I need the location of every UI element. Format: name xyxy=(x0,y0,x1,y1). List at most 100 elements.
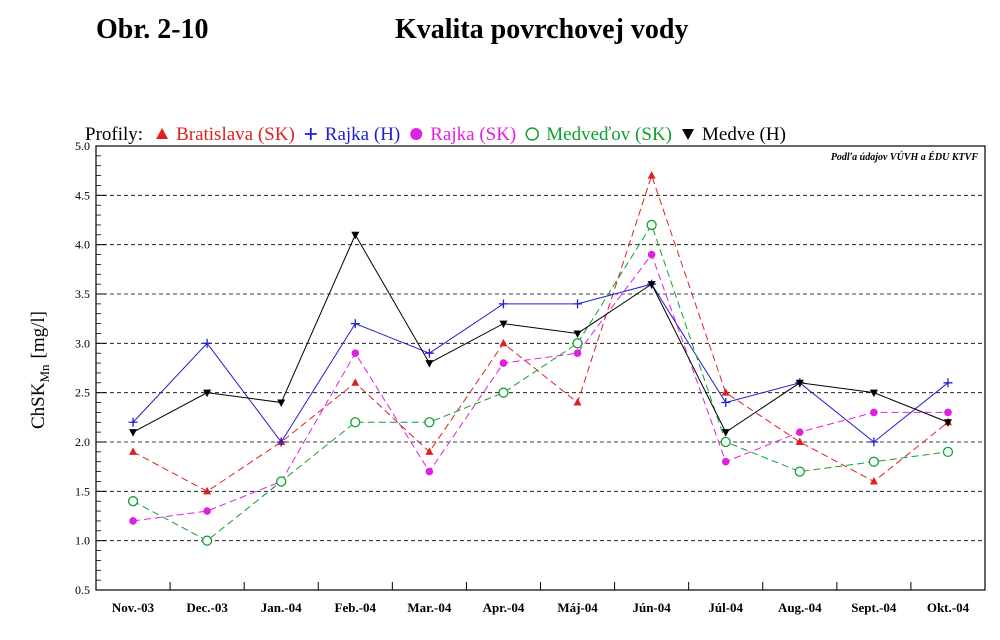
data-point xyxy=(868,456,880,467)
series-4 xyxy=(129,231,952,437)
data-point xyxy=(647,281,656,289)
data-point xyxy=(795,437,804,445)
y-tick-label: 5.0 xyxy=(75,139,90,153)
legend-entry: Rajka (SK) xyxy=(410,124,516,145)
x-tick-label: Nov.-03 xyxy=(112,600,155,615)
series-layer xyxy=(127,171,954,546)
data-point xyxy=(203,507,211,515)
legend-entry: Bratislava (SK) xyxy=(156,124,295,145)
data-point xyxy=(351,378,360,386)
y-tick-label: 4.5 xyxy=(75,188,90,202)
y-tick-label: 3.0 xyxy=(75,336,90,350)
x-tick-label: Jún-04 xyxy=(632,600,671,615)
x-tick-label: Sept.-04 xyxy=(851,600,897,615)
series-line xyxy=(132,233,949,433)
legend-entry: Rajka (H) xyxy=(304,124,400,145)
data-point xyxy=(276,437,286,447)
series-1 xyxy=(128,279,953,447)
series-line xyxy=(132,223,949,542)
x-tick-label: Apr.-04 xyxy=(483,600,525,615)
data-point xyxy=(425,360,434,368)
legend: Profily: Bratislava (SK) Rajka (H) Rajka (… xyxy=(85,124,786,145)
series-line xyxy=(132,283,949,443)
legend-marker xyxy=(304,128,317,140)
data-point xyxy=(202,338,212,348)
data-point xyxy=(424,348,434,358)
data-point xyxy=(425,467,434,476)
data-point xyxy=(942,446,954,458)
y-axis: 0.5 1.0 1.5 2.0 2.5 3.0 3.5 4.0 4.5 5.0 xyxy=(75,139,106,597)
x-tick-label: Júl-04 xyxy=(708,600,743,615)
data-point xyxy=(869,389,878,398)
data-point xyxy=(350,417,361,428)
data-point xyxy=(127,496,139,507)
data-point xyxy=(276,476,287,487)
y-tick-label: 2.5 xyxy=(75,386,90,400)
data-point xyxy=(277,399,286,408)
legend-marker xyxy=(682,129,695,140)
data-point xyxy=(425,447,434,455)
data-point xyxy=(201,535,213,546)
source-note: Podľa údajov VÚVH a ÉDU KTVF xyxy=(831,151,978,163)
data-point xyxy=(572,338,583,349)
data-point xyxy=(351,349,360,358)
legend-marker xyxy=(156,128,169,139)
data-point xyxy=(721,398,731,408)
x-tick-label: Jan.-04 xyxy=(261,600,302,615)
legend-marker xyxy=(410,128,423,140)
chart-title: Kvalita povrchovej vody xyxy=(395,14,689,45)
y-tick-label: 1.0 xyxy=(75,534,90,548)
data-point xyxy=(351,231,360,240)
x-tick-label: Feb.-04 xyxy=(335,600,377,615)
series-line xyxy=(132,174,949,492)
y-tick-label: 1.5 xyxy=(75,484,90,498)
x-tick-label: Okt.-04 xyxy=(927,600,970,615)
data-point xyxy=(498,299,508,309)
data-point xyxy=(721,429,730,437)
figure-label: Obr. 2-10 xyxy=(96,14,209,45)
x-tick-label: Mar.-04 xyxy=(407,600,451,615)
data-point xyxy=(869,437,879,447)
y-tick-label: 2.0 xyxy=(75,435,90,449)
legend-entry: Medveďov (SK) xyxy=(525,124,672,145)
y-axis-label-main: ChSK xyxy=(28,382,49,429)
data-point xyxy=(794,466,805,477)
data-point xyxy=(795,379,804,388)
data-point xyxy=(203,486,212,495)
data-point xyxy=(424,417,435,428)
grid-lines xyxy=(96,194,985,542)
data-point xyxy=(573,398,582,406)
y-tick-label: 3.5 xyxy=(75,287,90,301)
data-point xyxy=(720,436,731,448)
legend-label: Rajka (SK) xyxy=(430,124,516,145)
data-point xyxy=(869,476,878,485)
x-tick-label: Máj-04 xyxy=(557,600,598,615)
series-0 xyxy=(129,171,952,495)
x-axis: Nov.-03 Dec.-03 Jan.-04 Feb.-04 Mar.-04 Apr.-… xyxy=(95,582,986,615)
y-tick-label: 4.0 xyxy=(75,238,90,252)
data-point xyxy=(646,219,657,231)
y-tick-label: 0.5 xyxy=(75,583,90,597)
legend-entry: Medve (H) xyxy=(682,124,786,145)
legend-label: Bratislava (SK) xyxy=(176,124,295,145)
data-point xyxy=(573,330,582,338)
data-point xyxy=(498,387,509,398)
legend-prefix: Profily: xyxy=(85,124,143,145)
data-point xyxy=(203,389,212,398)
data-point xyxy=(573,349,582,358)
series-2 xyxy=(129,250,952,525)
data-point xyxy=(129,517,137,525)
data-point xyxy=(350,319,360,329)
y-axis-label: ChSKMn [mg/l] xyxy=(28,311,52,429)
data-point xyxy=(129,447,138,455)
y-axis-label-sub: Mn xyxy=(37,364,52,383)
data-point xyxy=(870,408,878,417)
data-point xyxy=(129,429,138,437)
data-point xyxy=(499,338,508,347)
x-tick-label: Aug.-04 xyxy=(778,600,822,615)
data-point xyxy=(943,419,952,427)
legend-label: Medve (H) xyxy=(702,124,786,145)
x-tick-label: Dec.-03 xyxy=(186,600,228,615)
legend-marker xyxy=(525,127,540,141)
